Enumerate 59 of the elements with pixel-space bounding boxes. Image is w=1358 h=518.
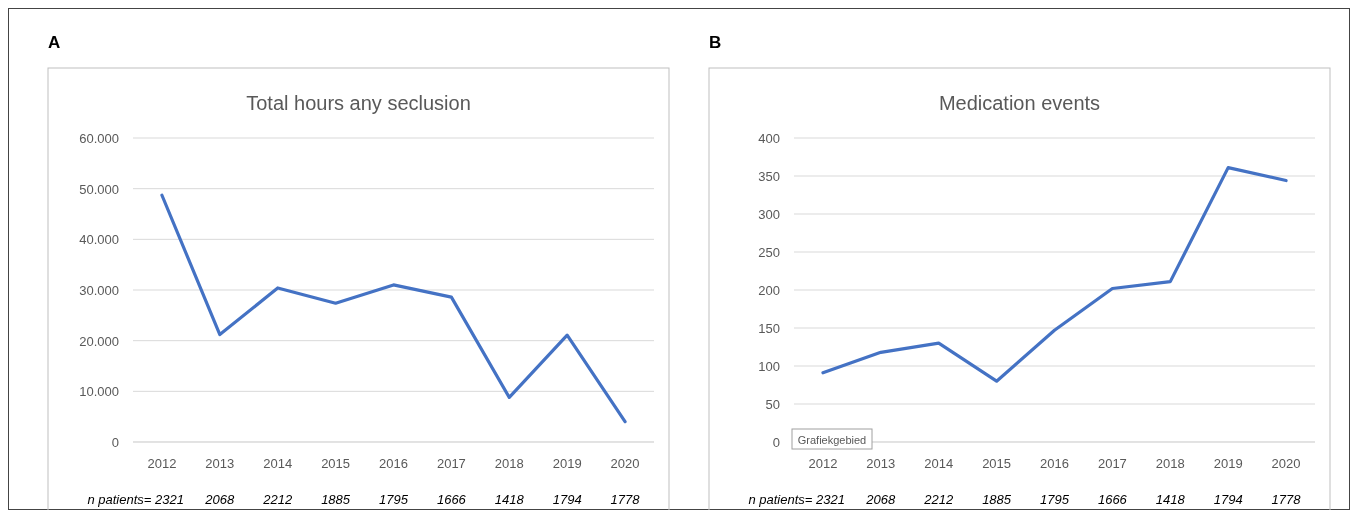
line-series bbox=[160, 193, 627, 424]
y-tick-label: 0 bbox=[111, 435, 119, 450]
text: 2212 bbox=[262, 492, 293, 507]
text: 1795 bbox=[379, 492, 409, 507]
x-tick-label: 2018 bbox=[1155, 456, 1185, 471]
chart-title: Medication events bbox=[938, 92, 1101, 114]
y-tick-label: 40.000 bbox=[79, 232, 119, 248]
y-tick-label: 20.000 bbox=[79, 333, 119, 349]
x-tick-label: 2016 bbox=[1040, 456, 1069, 471]
chart-title: Total hours any seclusion bbox=[246, 92, 471, 114]
text: B bbox=[709, 33, 722, 52]
text: 1418 bbox=[494, 492, 525, 507]
text: 2068 bbox=[865, 492, 897, 507]
y-tick-label: 60.000 bbox=[79, 131, 119, 146]
x-tick-label: 2020 bbox=[610, 456, 640, 471]
x-tick-label: 2014 bbox=[924, 456, 954, 471]
text: A bbox=[48, 33, 61, 52]
x-tick-label: 2012 bbox=[147, 456, 177, 471]
text: 1778 bbox=[1271, 492, 1302, 507]
text: n patients= 2321 bbox=[748, 492, 845, 507]
x-tick-label: 2017 bbox=[1097, 456, 1127, 471]
text: 2212 bbox=[923, 492, 954, 507]
x-tick-label: 2014 bbox=[263, 456, 293, 471]
x-tick-label: 2020 bbox=[1271, 456, 1301, 471]
y-tick-label: 50.000 bbox=[79, 181, 119, 197]
y-tick-label: 150 bbox=[758, 321, 780, 336]
y-tick-label: 0 bbox=[772, 435, 780, 450]
x-tick-label: 2018 bbox=[494, 456, 524, 471]
x-tick-label: 2013 bbox=[205, 456, 235, 471]
text: 1794 bbox=[552, 492, 582, 507]
x-tick-label: 2019 bbox=[1213, 456, 1243, 471]
x-tick-label: 2015 bbox=[982, 456, 1012, 471]
text: 1666 bbox=[1097, 492, 1128, 507]
text: 1885 bbox=[321, 492, 351, 507]
y-tick-label: 30.000 bbox=[79, 283, 119, 298]
y-tick-label: 250 bbox=[758, 245, 780, 260]
y-tick-label: 50 bbox=[765, 397, 780, 412]
y-tick-label: 100 bbox=[758, 359, 780, 374]
y-tick-label: 350 bbox=[758, 169, 780, 184]
x-tick-label: 2013 bbox=[866, 456, 896, 471]
text: 1666 bbox=[436, 492, 467, 507]
y-tick-label: 10.000 bbox=[79, 384, 119, 400]
x-tick-label: 2017 bbox=[436, 456, 466, 471]
y-tick-label: 400 bbox=[758, 131, 780, 146]
y-tick-label: 200 bbox=[758, 283, 780, 298]
text: 1795 bbox=[1040, 492, 1070, 507]
text: 1885 bbox=[982, 492, 1012, 507]
y-tick-label: 300 bbox=[758, 207, 780, 222]
text: n patients= 2321 bbox=[87, 492, 184, 507]
text: 1418 bbox=[1155, 492, 1186, 507]
annotation: Grafiekgebied bbox=[797, 434, 867, 446]
text: 1778 bbox=[610, 492, 641, 507]
x-tick-label: 2019 bbox=[552, 456, 582, 471]
text: 2068 bbox=[204, 492, 236, 507]
x-tick-label: 2016 bbox=[379, 456, 408, 471]
line-series bbox=[821, 166, 1288, 383]
text: 1794 bbox=[1213, 492, 1243, 507]
x-tick-label: 2015 bbox=[321, 456, 351, 471]
x-tick-label: 2012 bbox=[808, 456, 838, 471]
